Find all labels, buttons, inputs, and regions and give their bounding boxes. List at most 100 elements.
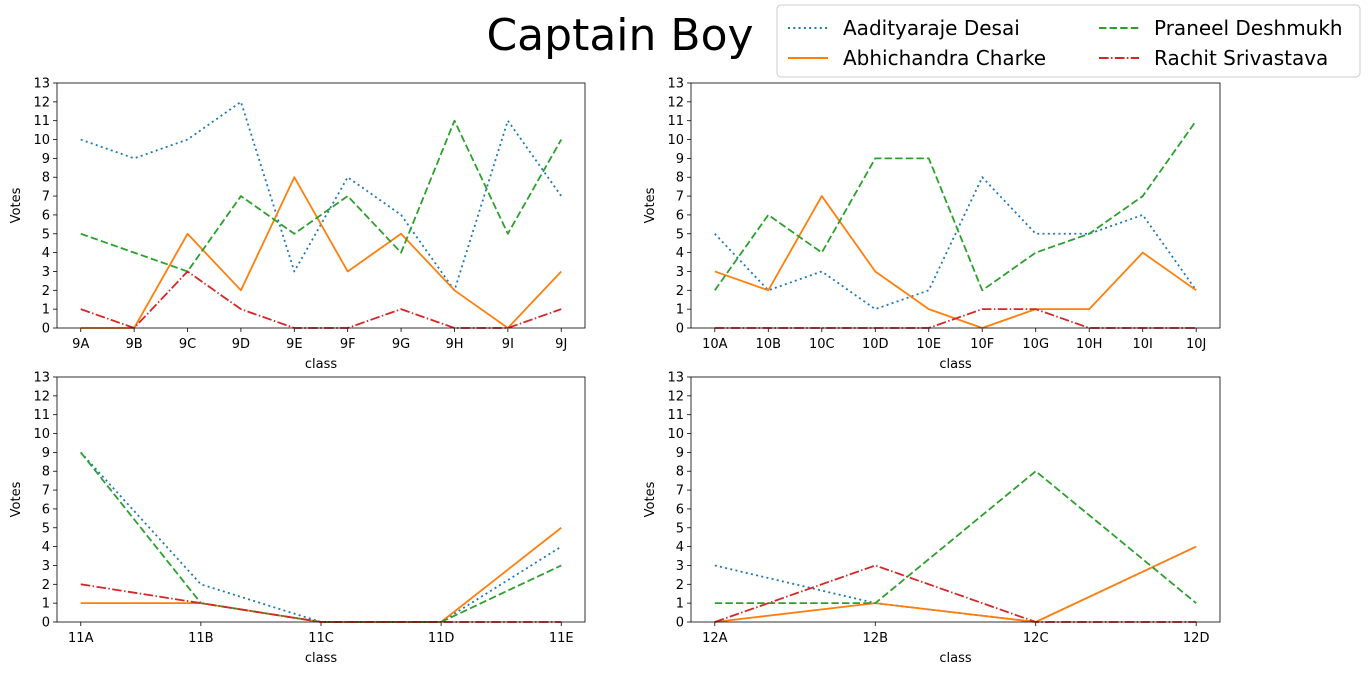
x-tick-label: 9H <box>445 337 463 352</box>
y-tick-label: 11 <box>33 114 50 129</box>
y-tick-label: 1 <box>42 303 50 318</box>
y-tick-label: 4 <box>676 246 684 261</box>
series-line-2 <box>714 545 1197 623</box>
y-axis-label: Votes <box>643 187 658 223</box>
series-line-2 <box>714 195 1197 329</box>
y-tick-label: 11 <box>667 408 684 423</box>
y-tick-label: 6 <box>42 502 50 517</box>
y-tick-label: 0 <box>42 322 50 337</box>
y-tick-label: 4 <box>42 540 50 555</box>
y-tick-label: 2 <box>42 578 50 593</box>
x-tick-label: 9I <box>502 337 514 352</box>
y-tick-label: 13 <box>33 77 50 92</box>
x-tick-label: 10C <box>809 337 835 352</box>
x-tick-label: 9G <box>392 337 410 352</box>
y-tick-label: 5 <box>676 227 684 242</box>
legend-label: Praneel Deshmukh <box>1154 16 1343 40</box>
x-tick-label: 10J <box>1186 337 1206 352</box>
x-axis-label: class <box>305 357 337 372</box>
x-tick-label: 12D <box>1183 631 1210 646</box>
x-tick-label: 11D <box>428 631 455 646</box>
x-tick-label: 10F <box>970 337 994 352</box>
x-tick-label: 10G <box>1022 337 1049 352</box>
y-axis-label: Votes <box>9 481 24 517</box>
y-tick-label: 8 <box>42 465 50 480</box>
x-axis-label: class <box>939 357 971 372</box>
x-tick-label: 11B <box>188 631 213 646</box>
series-line-2 <box>80 176 562 329</box>
y-tick-label: 10 <box>33 427 50 442</box>
y-tick-label: 2 <box>676 578 684 593</box>
x-tick-label: 10A <box>702 337 728 352</box>
x-tick-label: 9C <box>179 337 196 352</box>
plot-frame <box>56 82 586 329</box>
series-line-4 <box>714 308 1197 329</box>
y-tick-label: 0 <box>42 616 50 631</box>
y-tick-label: 8 <box>676 465 684 480</box>
y-tick-label: 4 <box>42 246 50 261</box>
legend-label: Abhichandra Charke <box>843 46 1046 70</box>
y-tick-label: 0 <box>676 322 684 337</box>
y-tick-label: 9 <box>676 446 684 461</box>
series-line-1 <box>80 100 562 292</box>
series-line-3 <box>714 470 1197 605</box>
y-tick-label: 3 <box>42 265 50 280</box>
y-tick-label: 10 <box>667 133 684 148</box>
y-tick-label: 3 <box>676 559 684 574</box>
y-tick-label: 10 <box>33 133 50 148</box>
series-line-2 <box>80 527 562 623</box>
x-tick-label: 12B <box>863 631 888 646</box>
y-tick-label: 3 <box>42 559 50 574</box>
y-tick-label: 11 <box>667 114 684 129</box>
y-tick-label: 1 <box>42 597 50 612</box>
x-tick-label: 10H <box>1076 337 1102 352</box>
plot-frame <box>56 376 586 623</box>
y-tick-label: 12 <box>667 389 684 404</box>
x-tick-label: 9E <box>286 337 303 352</box>
y-tick-label: 6 <box>676 208 684 223</box>
series-line-3 <box>80 451 562 623</box>
y-tick-label: 9 <box>42 446 50 461</box>
y-tick-label: 3 <box>676 265 684 280</box>
y-tick-label: 7 <box>676 190 684 205</box>
x-tick-label: 10E <box>916 337 941 352</box>
figure-title: Captain Boy <box>486 10 753 61</box>
y-tick-label: 10 <box>667 427 684 442</box>
x-tick-label: 10B <box>756 337 781 352</box>
y-tick-label: 12 <box>33 389 50 404</box>
series-line-3 <box>80 119 563 273</box>
y-tick-label: 13 <box>33 371 50 386</box>
x-axis-label: class <box>939 651 971 666</box>
y-tick-label: 7 <box>42 484 50 499</box>
x-tick-label: 9F <box>340 337 356 352</box>
legend: Aadityaraje Desai Abhichandra Charke Prane… <box>776 4 1361 78</box>
y-tick-label: 6 <box>42 208 50 223</box>
series-line-1 <box>714 545 1197 623</box>
y-tick-label: 11 <box>33 408 50 423</box>
y-tick-label: 13 <box>667 371 684 386</box>
y-tick-label: 12 <box>33 95 50 110</box>
x-tick-label: 10D <box>862 337 889 352</box>
y-tick-label: 1 <box>676 303 684 318</box>
y-axis-label: Votes <box>643 481 658 517</box>
y-tick-label: 4 <box>676 540 684 555</box>
x-tick-label: 11C <box>308 631 334 646</box>
x-axis-label: class <box>305 651 337 666</box>
y-tick-label: 12 <box>667 95 684 110</box>
y-tick-label: 5 <box>42 227 50 242</box>
y-tick-label: 2 <box>676 284 684 299</box>
x-tick-label: 10I <box>1133 337 1153 352</box>
x-tick-label: 11E <box>549 631 574 646</box>
y-tick-label: 1 <box>676 597 684 612</box>
x-tick-label: 9A <box>72 337 89 352</box>
y-tick-label: 6 <box>676 502 684 517</box>
y-tick-label: 13 <box>667 77 684 92</box>
x-tick-label: 12C <box>1023 631 1049 646</box>
x-tick-label: 9D <box>232 337 250 352</box>
